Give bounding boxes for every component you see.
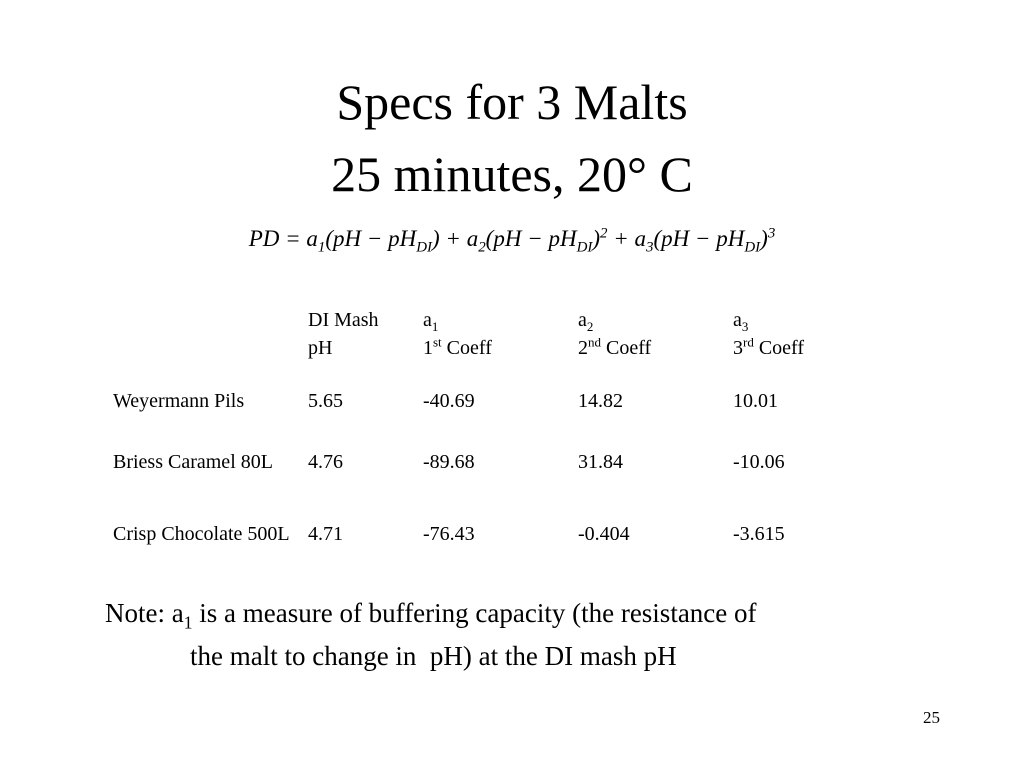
text-run: 2 [478,239,486,256]
text-run: (pH − pH [325,226,417,251]
table-cell: -3.615 [733,523,785,545]
header-cell: 1st Coeff [423,333,492,363]
text-run: (pH − pH [485,226,577,251]
title-line: 25 minutes, 20° C [331,146,693,202]
text-run: nd [588,334,601,350]
text-run: (pH − pH [653,226,745,251]
text-run: DI [576,239,593,256]
text-run: PD = a [248,226,318,251]
table-cell: 5.65 [308,390,343,412]
text-run: 1 [183,612,193,633]
equation: PD = a1(pH − pHDI) + a2(pH − pHDI)2 + a3… [0,225,1024,255]
header-cell: DI Mash [308,305,379,335]
header-cell: 3rd Coeff [733,333,804,363]
text-run: is a measure of buffering capacity (the … [192,598,757,628]
text-run: 2 [578,337,588,359]
header-cell: pH [308,333,332,363]
table-cell: 14.82 [578,390,623,412]
text-run: 3 [646,239,654,256]
text-run: ) [592,226,601,251]
text-run: Note: a [105,598,184,628]
text-run: pH [308,337,333,359]
table-cell: -76.43 [423,523,475,545]
text-run: ) + a [432,226,479,251]
table-cell: Briess Caramel 80L [113,451,273,473]
text-run: st [433,334,442,350]
note-line: the malt to change in pH) at the DI mash… [190,641,677,672]
header-cell: a1 [423,305,438,335]
text-run: 2 [600,225,608,242]
text-run: ) [760,226,768,251]
text-run: a [733,309,742,331]
text-run: rd [743,334,754,350]
table-cell: 4.71 [308,523,343,545]
text-run: DI [416,239,433,256]
table-cell: -0.404 [578,523,630,545]
table-cell: 10.01 [733,390,778,412]
text-run: 3 [733,337,743,359]
text-run: Coeff [601,337,652,359]
text-run: DI Mash [308,309,379,331]
table-cell: Crisp Chocolate 500L [113,523,290,545]
text-run: 3 [767,225,776,242]
note-line: Note: a1 is a measure of buffering capac… [105,598,757,633]
text-run: a [578,309,587,331]
text-run: 1 [317,239,326,256]
table-cell: 4.76 [308,451,343,473]
table-cell: 31.84 [578,451,623,473]
header-cell: a2 [578,305,593,335]
text-run: + a [607,226,647,251]
table-cell: -89.68 [423,451,475,473]
text-run: DI [744,239,761,256]
text-run: Coeff [441,337,492,359]
text-run: 1 [423,337,433,359]
text-run: 1 [431,319,439,334]
page-number: 25 [923,708,940,727]
header-cell: 2nd Coeff [578,333,651,363]
text-run: 3 [741,319,749,334]
table-cell: -40.69 [423,390,475,412]
table-cell: -10.06 [733,451,785,473]
title-line: Specs for 3 Malts [336,74,688,130]
text-run: 2 [586,319,594,334]
text-run: a [423,309,432,331]
table-cell: Weyermann Pils [113,390,245,412]
header-cell: a3 [733,305,748,335]
text-run: the malt to change in pH) at the DI mash… [190,641,677,671]
text-run: Coeff [753,337,805,359]
